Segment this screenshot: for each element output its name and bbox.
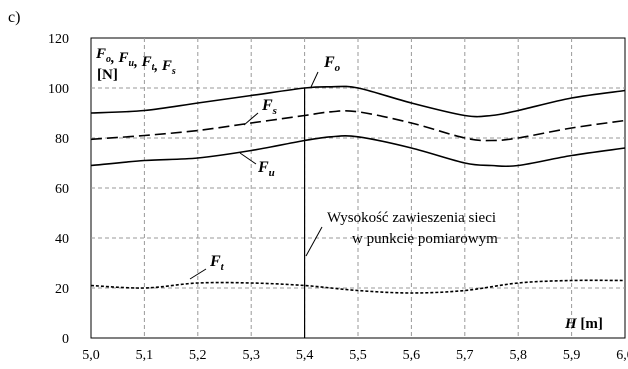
x-tick-label: 5,6 [403, 348, 421, 363]
x-tick-label: 5,9 [563, 348, 581, 363]
x-ticks: 5,0 5,1 5,2 5,3 5,4 5,5 5,6 5,7 5,8 5,9 6,0 [82, 348, 628, 363]
y-axis-unit: [N] [97, 67, 118, 83]
y-tick-label: 40 [55, 232, 69, 247]
annotation-line-1: Wysokość zawieszenia sieci [327, 210, 496, 226]
panel-label: c) [8, 9, 20, 26]
series-label-leader [243, 112, 259, 126]
series-line-Fo [90, 85, 626, 118]
series-lines [90, 85, 626, 294]
series-label-leader [310, 71, 319, 88]
x-tick-label: 5,1 [136, 348, 154, 363]
x-tick-label: 5,0 [82, 348, 100, 363]
series-label-Fs: Fs [261, 97, 277, 117]
grid [91, 38, 625, 338]
x-axis-unit: [m] [577, 316, 603, 332]
y-tick-label: 20 [55, 282, 69, 297]
series-label-leader [189, 268, 207, 280]
x-axis-var: H [564, 316, 578, 332]
series-label-Ft: Ft [209, 253, 225, 273]
x-tick-label: 6,0 [616, 348, 628, 363]
x-tick-label: 5,4 [296, 348, 314, 363]
y-tick-label: 100 [48, 82, 69, 97]
series-label-Fo: Fo [323, 54, 341, 74]
annotation-leader [305, 226, 323, 257]
series-label-Fu: Fu [257, 159, 275, 179]
y-ticks: 0 20 40 60 80 100 120 [48, 32, 69, 347]
series-line-Ft [90, 279, 626, 294]
y-tick-label: 120 [48, 32, 69, 47]
x-tick-label: 5,5 [349, 348, 367, 363]
y-tick-label: 0 [62, 332, 69, 347]
x-tick-label: 5,7 [456, 348, 474, 363]
y-tick-label: 60 [55, 182, 69, 197]
annotation-line-2: w punkcie pomiarowym [352, 231, 498, 247]
series-line-Fu [90, 134, 626, 168]
series-line-Fs [90, 109, 626, 142]
x-tick-label: 5,3 [242, 348, 260, 363]
x-tick-label: 5,2 [189, 348, 207, 363]
x-axis-label: H [m] [564, 316, 603, 332]
series-labels: Fo Fs Fu Ft [189, 54, 341, 280]
x-tick-label: 5,8 [509, 348, 527, 363]
y-axis-label: Fo, Fu, Ft, Fs [95, 46, 176, 77]
y-tick-label: 80 [55, 132, 69, 147]
series-label-leader [239, 152, 257, 165]
